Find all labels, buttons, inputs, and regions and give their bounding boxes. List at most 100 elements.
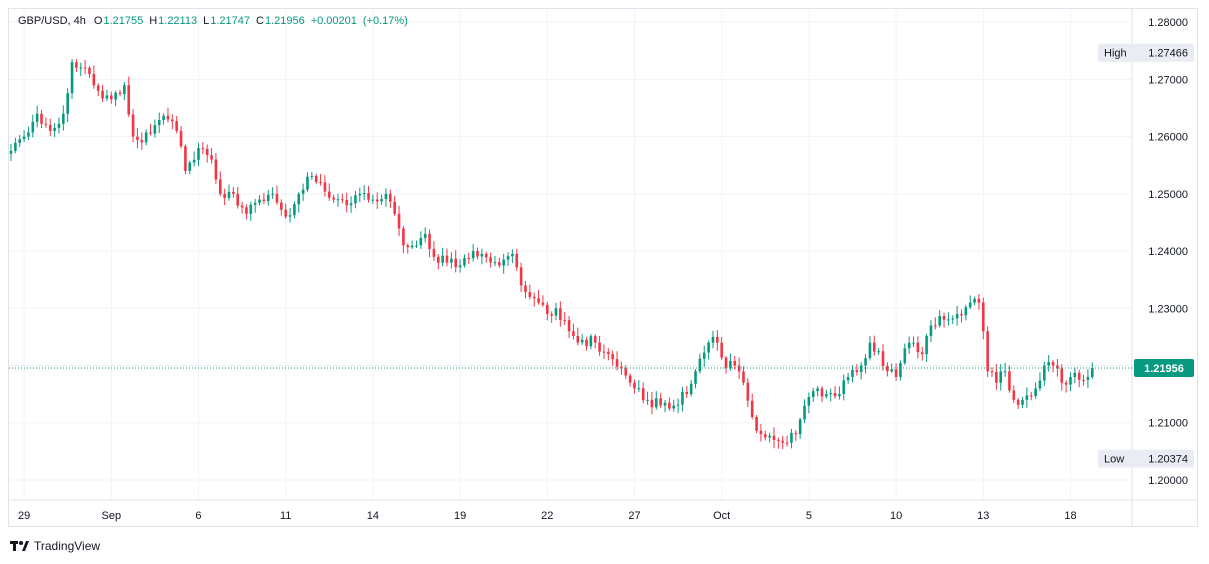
- candle-up: [310, 175, 314, 177]
- tradingview-logo-icon: [10, 540, 30, 552]
- candle-up: [253, 202, 257, 205]
- candle-up: [362, 193, 366, 195]
- candle-down: [524, 285, 527, 293]
- y-tick-label: 1.27000: [1148, 74, 1188, 86]
- price-axis[interactable]: 1.28000 1.27000 1.26000 1.25000 1.24000 1.230…: [1148, 17, 1188, 487]
- candle-down: [140, 139, 144, 143]
- candle-down: [563, 320, 567, 322]
- candle-down: [559, 308, 562, 321]
- candle-up: [807, 396, 811, 406]
- candle-down: [585, 339, 588, 347]
- candle-up: [258, 199, 261, 203]
- candle-down: [763, 434, 767, 438]
- candle-up: [580, 339, 584, 343]
- x-tick-label: 11: [280, 510, 291, 522]
- candle-up: [846, 376, 850, 381]
- candle-up: [14, 142, 17, 151]
- time-axis[interactable]: 29 Sep 6 11 14 19 22 27 Oct 5 10 13 18: [18, 510, 1077, 522]
- candle-down: [341, 199, 344, 201]
- candle-up: [493, 262, 497, 264]
- candle-down: [995, 372, 998, 383]
- candle-down: [476, 251, 479, 257]
- candle-down: [118, 92, 122, 95]
- high-label: H: [149, 15, 158, 27]
- candle-up: [458, 265, 462, 268]
- y-tick-label: 1.23000: [1148, 303, 1188, 315]
- candle-up: [162, 115, 165, 120]
- candle-up: [951, 318, 955, 320]
- candle-up: [57, 123, 61, 128]
- candle-down: [942, 316, 946, 320]
- candle-down: [855, 369, 859, 372]
- candle-up: [890, 369, 894, 372]
- candle-down: [759, 430, 763, 435]
- candle-up: [838, 394, 841, 397]
- candle-down: [737, 365, 741, 372]
- candle-down: [406, 245, 410, 248]
- candle-down: [262, 199, 266, 202]
- candle-up: [450, 258, 453, 263]
- candle-up: [153, 125, 157, 134]
- candle-up: [70, 62, 74, 94]
- symbol-label[interactable]: GBP/USD, 4h: [18, 15, 86, 27]
- candle-up: [271, 193, 274, 195]
- candle-down: [393, 201, 396, 214]
- high-marker-badge: [1098, 43, 1194, 62]
- candle-up: [646, 399, 649, 401]
- tradingview-name: TradingView: [34, 539, 101, 553]
- high-value: 1.22113: [158, 15, 198, 27]
- candle-down: [733, 360, 737, 366]
- x-tick-label: 19: [454, 510, 466, 522]
- candle-down: [92, 74, 96, 86]
- candle-up: [672, 405, 676, 409]
- candle-down: [284, 209, 287, 217]
- candle-up: [1025, 395, 1029, 400]
- candle-down: [131, 114, 135, 137]
- candle-down: [986, 331, 989, 372]
- candle-down: [572, 331, 575, 336]
- candle-up: [1021, 399, 1024, 405]
- candle-down: [781, 440, 785, 443]
- x-tick-label: 13: [977, 510, 989, 522]
- candle-down: [171, 119, 174, 122]
- candle-up: [698, 358, 702, 372]
- candle-up: [358, 193, 362, 196]
- candle-up: [968, 302, 972, 308]
- x-tick-label: Sep: [101, 510, 121, 522]
- candle-down: [323, 182, 327, 192]
- candle-up: [18, 139, 22, 143]
- candle-up: [1086, 376, 1090, 380]
- candle-up: [297, 193, 301, 205]
- candle-up: [441, 255, 444, 263]
- x-tick-label: 10: [890, 510, 902, 522]
- candle-up: [663, 402, 667, 406]
- candle-down: [750, 400, 754, 418]
- candle-up: [27, 132, 30, 137]
- chart-frame[interactable]: [8, 8, 1198, 527]
- candles: [9, 58, 1094, 450]
- x-tick-label: Oct: [713, 510, 730, 522]
- low-label: L: [203, 15, 210, 27]
- candle-up: [410, 245, 414, 248]
- candle-up: [654, 398, 658, 408]
- candle-up: [877, 351, 880, 353]
- tradingview-branding[interactable]: TradingView: [10, 539, 100, 553]
- candle-down: [1051, 362, 1055, 366]
- candle-down: [916, 342, 920, 353]
- candle-down: [820, 388, 824, 397]
- candle-up: [694, 371, 697, 384]
- candle-down: [537, 298, 540, 303]
- x-tick-label: 22: [541, 510, 553, 522]
- candle-down: [934, 325, 937, 327]
- candle-down: [1077, 372, 1081, 380]
- candle-up: [306, 176, 309, 190]
- y-tick-label: 1.20000: [1148, 475, 1188, 487]
- candle-down: [746, 382, 750, 401]
- candle-up: [349, 203, 353, 206]
- candle-down: [445, 255, 449, 263]
- candle-up: [825, 394, 828, 397]
- candle-up: [790, 432, 793, 443]
- candle-down: [88, 67, 91, 75]
- candle-up: [702, 352, 706, 359]
